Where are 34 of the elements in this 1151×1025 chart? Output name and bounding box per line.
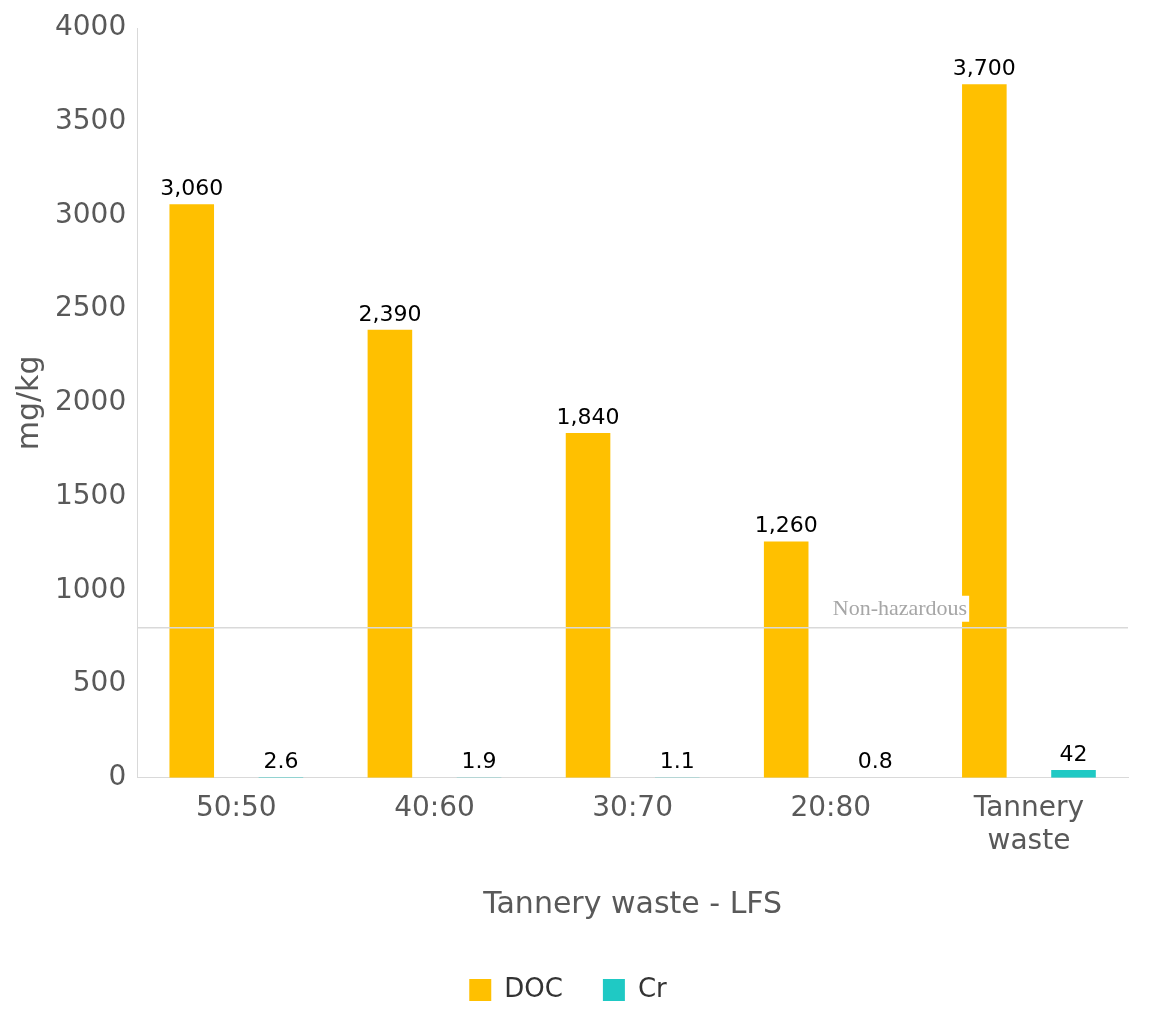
y-tick-label: 2000 [54, 384, 127, 418]
y-tick-label: 1500 [54, 477, 127, 511]
y-tick-label: 1000 [54, 571, 127, 605]
y-tick-label: 3000 [54, 196, 127, 230]
y-tick-label: 3500 [54, 103, 127, 137]
data-label: 2.6 [263, 748, 299, 774]
x-tick-label: 40:60 [394, 789, 475, 823]
bar [169, 204, 215, 778]
x-tick-label: 50:50 [195, 789, 277, 823]
x-tick-label: 20:80 [790, 789, 872, 823]
y-tick-label: 2500 [54, 290, 127, 324]
y-tick-label: 500 [72, 665, 127, 699]
bar [763, 541, 809, 778]
legend-label: DOC [504, 972, 563, 1003]
data-label: 42 [1059, 740, 1088, 766]
y-axis-title: mg/kg [9, 355, 45, 451]
ref-line-label: Non-hazardous [832, 594, 968, 620]
bar [1051, 769, 1096, 778]
data-label: 2,390 [358, 300, 422, 326]
y-tick-label: 0 [108, 759, 127, 793]
x-tick-label: Tannery waste [972, 789, 1085, 857]
data-label: 1,260 [754, 512, 818, 538]
data-label: 3,060 [160, 174, 224, 200]
data-label: 0.8 [857, 748, 893, 774]
data-label: 1,840 [556, 403, 620, 429]
data-label: 3,700 [952, 54, 1016, 80]
y-tick-label: 4000 [54, 9, 127, 43]
x-axis-title: Tannery waste - LFS [482, 884, 783, 920]
bar [565, 432, 611, 778]
x-tick-label: 30:70 [592, 789, 673, 823]
legend-label: Cr [637, 972, 668, 1003]
data-label: 1.1 [659, 748, 695, 774]
data-label: 1.9 [461, 748, 497, 774]
bar [367, 329, 413, 778]
